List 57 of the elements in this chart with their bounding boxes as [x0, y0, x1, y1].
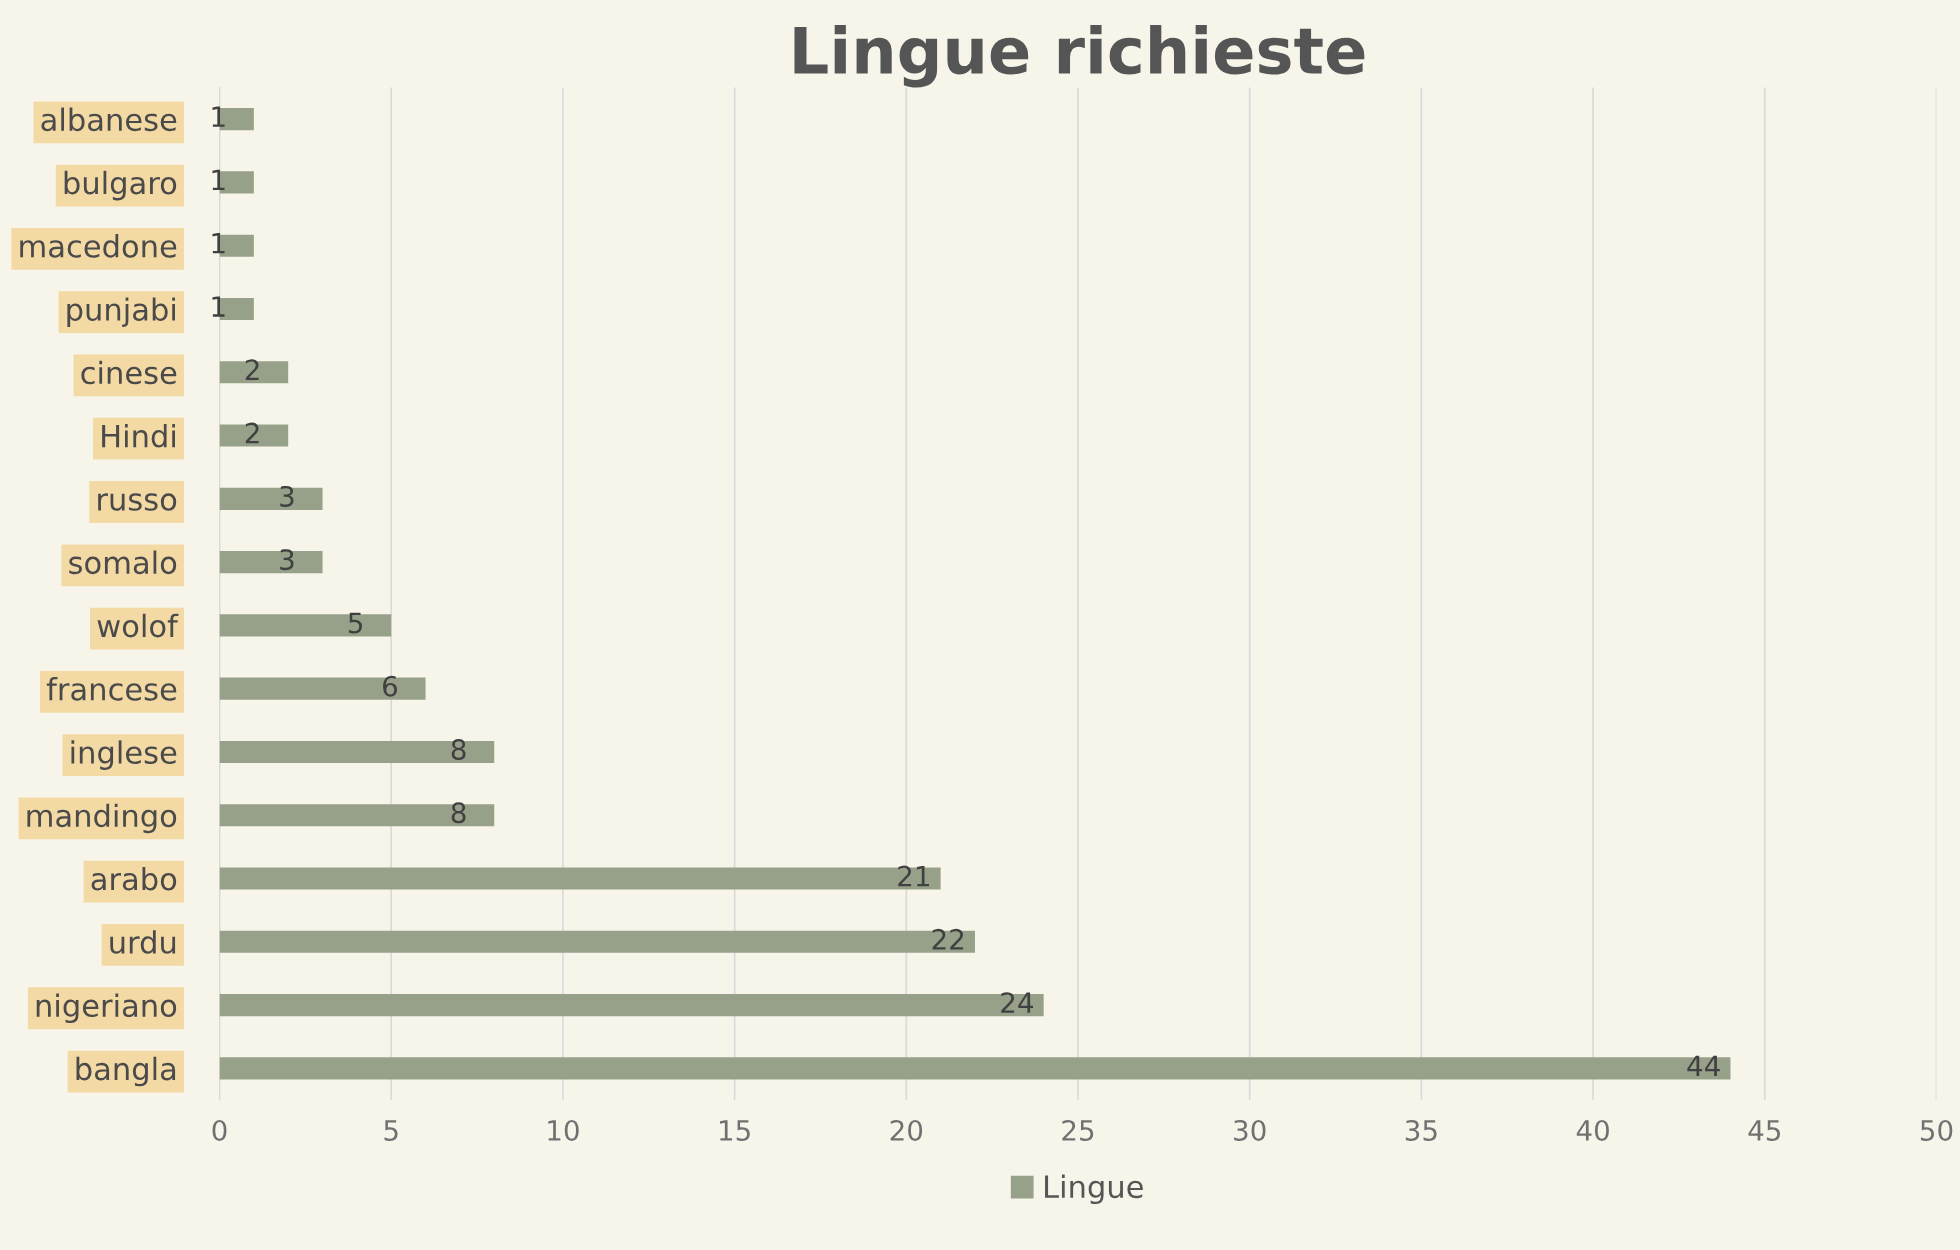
y-tick-label: russo: [98, 493, 177, 511]
x-tick-label: 25: [1062, 1119, 1094, 1141]
x-tick-label: 35: [1405, 1119, 1437, 1141]
bar: [219, 1057, 1731, 1080]
x-tick-label: 45: [1748, 1120, 1781, 1141]
data-label: 2: [245, 422, 259, 444]
bar: [219, 994, 1044, 1017]
y-tick-label: bulgaro: [64, 170, 177, 201]
x-tick-label: 15: [719, 1120, 750, 1141]
data-label: 24: [1001, 992, 1034, 1013]
x-tick-label: 0: [212, 1119, 227, 1141]
data-label: 1: [212, 106, 225, 127]
data-label: 1: [212, 169, 225, 191]
x-tick-label: 50: [1920, 1119, 1953, 1141]
x-tick-label: 20: [890, 1119, 923, 1141]
data-label: 1: [212, 233, 225, 254]
data-label: 1: [212, 296, 225, 317]
y-tick-label: Hindi: [102, 423, 175, 448]
data-label: 3: [280, 485, 294, 507]
y-tick-label: mandingo: [27, 803, 177, 834]
bar: [219, 487, 323, 510]
y-tick-label: urdu: [110, 930, 176, 954]
y-tick-label: inglese: [71, 740, 177, 770]
y-tick-label: bangla: [76, 1056, 176, 1087]
data-label: 2: [245, 359, 259, 380]
y-tick-label: nigeriano: [36, 993, 177, 1024]
y-tick-label: arabo: [91, 866, 177, 891]
data-label: 6: [383, 675, 398, 697]
bar: [219, 740, 495, 764]
bar: [219, 551, 323, 574]
data-label: 8: [451, 802, 466, 824]
x-tick-label: 5: [384, 1120, 398, 1141]
bar: [219, 867, 941, 890]
data-label: 44: [1687, 1055, 1720, 1077]
y-tick-label: wolof: [97, 613, 179, 638]
data-label: 8: [451, 739, 466, 761]
y-tick-label: somalo: [69, 550, 177, 575]
y-tick-label: punjabi: [67, 297, 175, 327]
data-label: 22: [932, 928, 964, 950]
data-label: 3: [280, 549, 294, 571]
bar: [219, 614, 392, 637]
x-tick-label: 40: [1576, 1119, 1609, 1141]
data-label: 5: [348, 612, 363, 634]
bar: [219, 677, 426, 700]
bar: [219, 361, 289, 384]
y-tick-label: cinese: [81, 360, 177, 385]
x-tick-label: 30: [1234, 1119, 1266, 1141]
y-tick-label: macedone: [20, 234, 177, 258]
y-tick-label: francese: [46, 677, 177, 701]
bar: [219, 804, 495, 827]
bar: [219, 930, 975, 953]
bar: [219, 424, 289, 447]
data-label: 21: [898, 865, 929, 887]
chart-title: Lingue richieste: [794, 25, 1365, 88]
x-tick-label: 10: [548, 1119, 579, 1141]
legend-label: Lingue: [1045, 1174, 1143, 1205]
y-tick-label: albanese: [41, 107, 177, 132]
